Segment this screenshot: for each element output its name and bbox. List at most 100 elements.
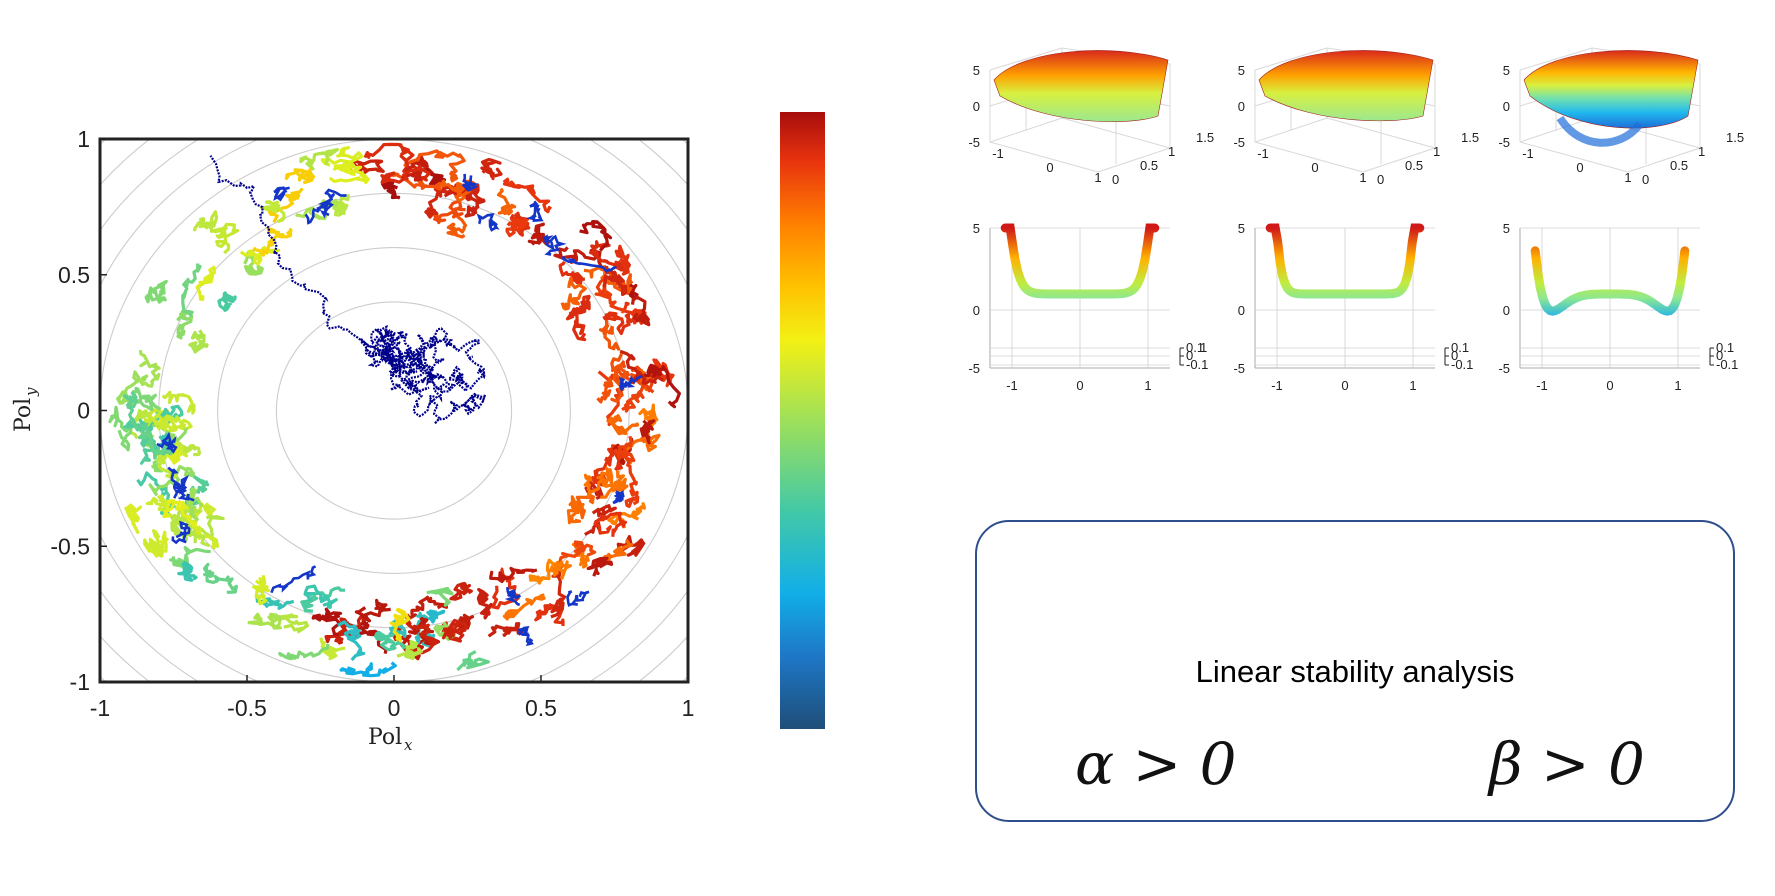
ring-trajectory-segment xyxy=(337,620,366,662)
ring-trajectory-segment xyxy=(217,291,237,312)
y-tick-label: 1.5 xyxy=(1726,130,1744,145)
x-tick-label: 1 xyxy=(1359,170,1366,185)
ring-trajectory-segment xyxy=(185,487,204,522)
ring-trajectory-segment xyxy=(613,435,636,463)
ring-trajectory-segment xyxy=(476,213,500,232)
ring-trajectory-segment xyxy=(489,566,538,584)
ring-trajectory-segment xyxy=(562,256,617,273)
ring-trajectory-segment xyxy=(558,540,597,571)
ring-trajectory-segment xyxy=(550,568,567,619)
y-tick-label: 1 xyxy=(1433,144,1440,159)
z-tick-label: 5 xyxy=(973,63,980,78)
ring-trajectory-segment xyxy=(202,562,238,594)
y-tick-label: -1 xyxy=(70,669,90,695)
ring-trajectory-segment xyxy=(181,263,202,318)
contour-ring xyxy=(217,247,571,574)
ring-trajectory-segment xyxy=(363,142,415,173)
potential-curve xyxy=(1530,246,1690,316)
ring-trajectory-segment xyxy=(593,511,628,537)
x-axis-label-main: Pol xyxy=(368,725,402,750)
ring-trajectory-segment xyxy=(426,586,454,607)
ring-trajectory-segment xyxy=(534,603,565,626)
ring-trajectory-segment xyxy=(138,349,161,388)
ring-trajectory-segment xyxy=(643,363,681,409)
axis-gridline xyxy=(989,141,1099,173)
ring-trajectory-segment xyxy=(480,157,503,181)
trajectory-plot: -1 -0.5 0 0.5 1 1 0.5 0 -0.5 -1 Pol x Pol y xyxy=(11,126,694,754)
ring-trajectory-segment xyxy=(145,494,169,512)
ring-trajectory-segment xyxy=(446,215,468,239)
ring-trajectory-segment xyxy=(586,556,614,577)
ring-trajectory-segment xyxy=(124,503,143,534)
ring-trajectory-segment xyxy=(487,622,528,638)
ring-trajectory-segment xyxy=(449,582,473,601)
ring-trajectory-segment xyxy=(380,177,401,200)
side-tick-label: 0.1 xyxy=(1186,340,1204,355)
ring-trajectory-segment xyxy=(161,390,196,415)
x-tick-label: 0 xyxy=(1576,160,1583,175)
ring-trajectory-segment xyxy=(476,587,493,620)
ring-trajectory-segment xyxy=(171,506,211,548)
ring-trajectory-segment xyxy=(526,200,544,222)
ring-trajectory-segment xyxy=(131,386,162,412)
y-tick-label: 1 xyxy=(1168,144,1175,159)
ring-trajectory-segment xyxy=(553,246,604,269)
2d-potential-panel: 50-5-1 0 10.10-0.1 xyxy=(1233,221,1473,393)
ring-trajectory-segment xyxy=(565,294,591,321)
ring-trajectory-segment xyxy=(566,590,590,607)
ring-trajectory-segment xyxy=(278,643,330,661)
x-tick-label: 0 xyxy=(1606,378,1613,393)
ring-trajectory-segment xyxy=(560,276,587,311)
surface-grid: 50-5-101 00.511.550-5-101 00.511.550-5-101… xyxy=(968,47,1744,393)
ring-trajectory-segment xyxy=(284,168,316,185)
ring-trajectory-segment xyxy=(303,584,338,609)
3d-surface-panel: 50-5-101 00.511.5 xyxy=(1498,47,1744,187)
x-tick-label: -1 xyxy=(1522,146,1534,161)
ring-trajectory-segment xyxy=(188,329,209,354)
ring-trajectory-segment xyxy=(239,245,281,266)
axis-gridline xyxy=(1627,147,1701,173)
ring-trajectory-segment xyxy=(247,612,282,630)
potential-curve xyxy=(1000,223,1160,299)
surface-mesh xyxy=(1523,50,1699,129)
side-tick-label: 0 xyxy=(1716,348,1723,363)
y-tick-label: 0 xyxy=(1503,303,1510,318)
x-tick-label: 0 xyxy=(1341,378,1348,393)
ring-trajectory-segment xyxy=(373,630,407,652)
x-tick-label: 1 xyxy=(682,695,695,721)
ring-trajectory-segment xyxy=(616,535,646,557)
z-tick-label: 5 xyxy=(1503,63,1510,78)
trajectory-points xyxy=(108,142,681,678)
ring-trajectory-segment xyxy=(579,220,613,252)
ring-trajectory-segment xyxy=(354,598,391,623)
ring-trajectory-segment xyxy=(616,360,647,386)
ring-trajectory-segment xyxy=(596,376,614,404)
ring-trajectory-segment xyxy=(329,163,370,185)
axis-ticks: -1 -0.5 0 0.5 1 1 0.5 0 -0.5 -1 xyxy=(50,126,694,721)
y-tick-label: 0.5 xyxy=(1670,158,1688,173)
ring-trajectory-segment xyxy=(566,495,585,525)
ring-trajectory-segment xyxy=(410,154,434,175)
ring-trajectory-segment xyxy=(270,565,317,594)
x-tick-label: 0 xyxy=(1311,160,1318,175)
ring-trajectory-segment xyxy=(252,574,270,606)
x-tick-label: -0.5 xyxy=(227,695,267,721)
3d-surface-panel: 50-5-101 00.511.5 xyxy=(1233,47,1479,187)
y-tick-label: 1 xyxy=(1698,144,1705,159)
stability-box: Linear stability analysis α > 0 β > 0 xyxy=(975,520,1735,822)
ring-trajectory-segment xyxy=(443,186,486,218)
y-tick-label: 0 xyxy=(1238,303,1245,318)
x-tick-label: -1 xyxy=(1536,378,1548,393)
ring-trajectory-segment xyxy=(639,419,656,445)
y-tick-label: 5 xyxy=(973,221,980,236)
ring-trajectory-segment xyxy=(278,613,310,634)
x-tick-label: -1 xyxy=(90,695,110,721)
ring-trajectory-segment xyxy=(320,146,364,168)
y-tick-label: 0 xyxy=(1377,172,1384,187)
ring-trajectory-segment xyxy=(391,172,446,191)
side-tick-label: 0 xyxy=(1451,348,1458,363)
ring-trajectory-segment xyxy=(598,319,621,351)
ring-trajectory-segment xyxy=(401,595,448,621)
ring-trajectory-segment xyxy=(527,222,551,246)
ring-trajectory-segment xyxy=(456,650,490,672)
